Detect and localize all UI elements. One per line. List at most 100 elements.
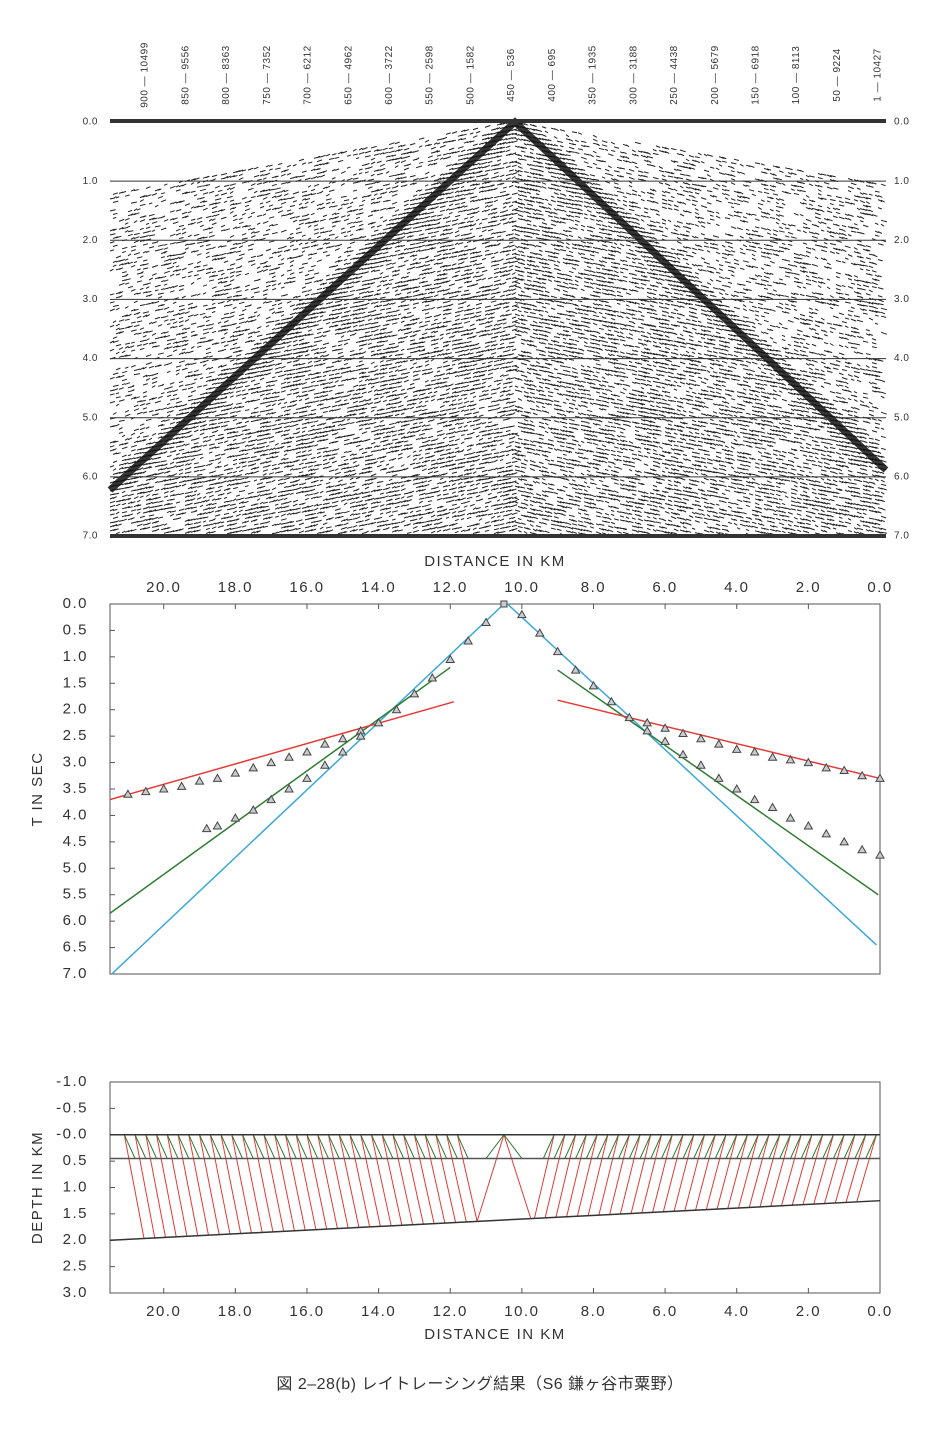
trace-label: 600 — 3722 xyxy=(384,45,395,105)
trace-label: 400 — 695 xyxy=(547,48,558,101)
y-tick-label: 0.5 xyxy=(63,1152,88,1169)
interface-line xyxy=(109,1199,881,1241)
y-tick-label: 2.5 xyxy=(63,1258,88,1275)
observed-point xyxy=(463,635,474,645)
observed-point xyxy=(176,781,187,790)
x-tick-label: 8.0 xyxy=(581,579,606,596)
observed-point xyxy=(534,628,545,637)
trace-label: 500 — 1582 xyxy=(465,45,476,105)
trace-label: 250 — 4438 xyxy=(669,45,680,105)
ray-paths-shallow xyxy=(123,1134,877,1159)
y-tick-label: 1.5 xyxy=(63,674,88,691)
observed-point xyxy=(320,760,330,769)
observed-point xyxy=(785,754,796,764)
observed-point xyxy=(875,773,885,782)
trace-label: 150 — 6918 xyxy=(750,45,761,105)
y-tick-label: 2.0 xyxy=(63,701,88,718)
observed-point xyxy=(624,712,635,722)
observed-point xyxy=(481,617,491,626)
y-tick-label: 0.0 xyxy=(83,117,98,128)
y-tick-label: 6.5 xyxy=(63,939,88,956)
observed-point xyxy=(355,731,366,740)
observed-point xyxy=(212,773,223,782)
y-tick-label: 3.0 xyxy=(83,294,98,305)
y-tick-label: 1.0 xyxy=(63,1178,88,1195)
y-tick-label-right: 5.0 xyxy=(894,412,909,423)
caption: 図 2–28(b) レイトレーシング結果（S6 鎌ヶ谷市粟野） xyxy=(276,1375,683,1393)
x-tick-label: 16.0 xyxy=(289,1303,324,1320)
x-tick-label: 18.0 xyxy=(218,1303,253,1320)
observed-point xyxy=(445,654,456,663)
observed-point xyxy=(696,760,706,769)
y-tick-label: 5.0 xyxy=(63,859,88,876)
observed-point xyxy=(230,768,241,777)
y-tick-label: 7.0 xyxy=(83,531,98,542)
y-tick-label: -1.0 xyxy=(56,1073,88,1090)
observed-point xyxy=(767,752,778,761)
observed-point xyxy=(266,794,277,804)
observed-point xyxy=(248,805,259,814)
y-tick-label-right: 3.0 xyxy=(894,294,909,305)
observed-point xyxy=(588,680,599,690)
observed-point xyxy=(373,717,384,727)
trace-label: 800 — 8363 xyxy=(221,45,232,105)
observed-point xyxy=(749,794,760,804)
observed-point xyxy=(713,773,724,782)
y-tick-label-right: 4.0 xyxy=(894,353,909,364)
x-tick-label: 14.0 xyxy=(361,1303,396,1320)
x-tick-label: 4.0 xyxy=(724,1303,749,1320)
trace-label: 900 — 10499 xyxy=(140,42,151,108)
observed-point xyxy=(123,789,133,798)
travel-time-line xyxy=(109,666,879,914)
y-tick-label: 7.0 xyxy=(63,965,88,982)
observed-point xyxy=(212,820,223,830)
y-tick-label: 3.0 xyxy=(63,754,88,771)
observed-point xyxy=(194,776,205,785)
observed-point xyxy=(140,786,151,796)
observed-point xyxy=(302,746,312,756)
y-tick-label-right: 7.0 xyxy=(894,531,909,542)
observed-point xyxy=(284,783,294,793)
y-tick-label: 3.0 xyxy=(63,1284,88,1301)
observed-point xyxy=(500,600,508,608)
x-tick-label: 12.0 xyxy=(433,579,468,596)
observed-point xyxy=(230,813,241,822)
observed-point xyxy=(642,725,653,735)
observed-point xyxy=(803,820,814,830)
observed-point xyxy=(731,783,742,793)
y-tick-label: -0.5 xyxy=(56,1099,88,1116)
observed-point xyxy=(821,828,832,838)
y-tick-label: 2.5 xyxy=(63,727,88,744)
trace-label: 1 — 10427 xyxy=(873,48,884,101)
x-tick-label: 14.0 xyxy=(361,579,396,596)
observed-point xyxy=(248,762,259,772)
observed-point xyxy=(857,770,867,780)
observed-point xyxy=(266,757,277,767)
x-tick-label: 0.0 xyxy=(867,1303,892,1320)
observed-point xyxy=(427,672,438,682)
observed-point xyxy=(302,773,312,782)
y-tick-label: 4.0 xyxy=(63,806,88,823)
observed-point xyxy=(158,783,169,793)
trace-label: 50 — 9224 xyxy=(832,48,843,101)
observed-point xyxy=(839,836,850,846)
x-tick-label: 6.0 xyxy=(652,1303,677,1320)
observed-point xyxy=(821,762,832,772)
y-tick-label: 0.5 xyxy=(63,621,88,638)
y-tick-label: 2.0 xyxy=(63,1231,88,1248)
y-tick-label: 5.0 xyxy=(83,412,98,423)
trace-label: 550 — 2598 xyxy=(425,45,436,105)
x-tick-label: 20.0 xyxy=(146,1303,181,1320)
x-tick-label: 18.0 xyxy=(218,579,253,596)
observed-point xyxy=(857,844,867,854)
observed-point xyxy=(749,746,760,756)
observed-point xyxy=(785,813,796,822)
observed-point xyxy=(284,752,294,761)
observed-point xyxy=(570,665,581,674)
trace-label: 350 — 1935 xyxy=(588,45,599,105)
trace-header-bar xyxy=(110,119,886,123)
observed-point xyxy=(875,850,885,859)
trace-label: 100 — 8113 xyxy=(791,46,802,105)
y-tick-label: 3.5 xyxy=(63,780,88,797)
